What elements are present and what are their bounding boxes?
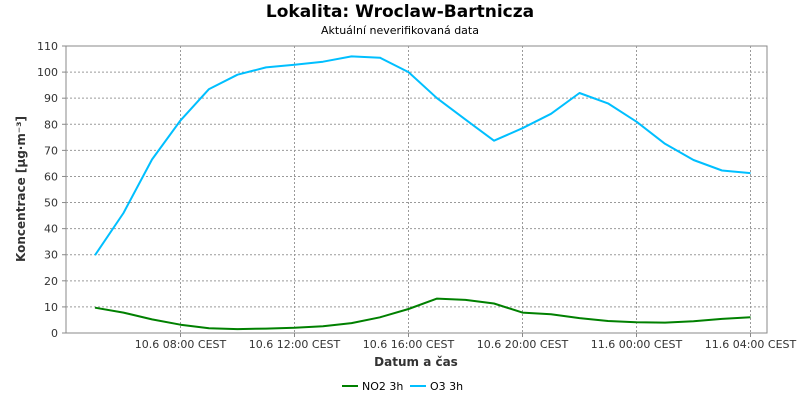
series-line-no2-3h	[94, 297, 751, 331]
legend-label-o3-3h: O3 3h	[430, 380, 463, 393]
legend-label-no2-3h: NO2 3h	[362, 380, 403, 393]
chart-subtitle: Aktuální neverifikovaná data	[321, 24, 479, 37]
series-line-o3-3h	[94, 55, 751, 256]
x-tick-label: 10.6 08:00 CEST	[135, 338, 227, 351]
chart-title: Lokalita: Wroclaw-Bartnicza	[265, 2, 535, 22]
y-tick-label: 100	[37, 66, 58, 79]
y-tick-label: 90	[44, 92, 58, 105]
x-tick-label: 11.6 00:00 CEST	[591, 338, 683, 351]
y-tick-label: 60	[44, 170, 58, 183]
y-tick-label: 70	[44, 144, 58, 157]
legend: NO2 3h O3 3h	[342, 380, 463, 393]
y-tick-label: 20	[44, 275, 58, 288]
y-tick-label: 40	[44, 223, 58, 236]
x-tick-label: 10.6 20:00 CEST	[477, 338, 569, 351]
y-axis-ticks: 0 10 20 30 40 50 60 70 80 90 100 110	[37, 40, 66, 340]
y-tick-label: 50	[44, 197, 58, 210]
y-tick-label: 110	[37, 40, 58, 53]
y-axis-title: Koncentrace [µg·m⁻³]	[14, 116, 28, 262]
y-tick-label: 30	[44, 249, 58, 262]
x-tick-label: 11.6 04:00 CEST	[705, 338, 797, 351]
y-tick-label: 80	[44, 118, 58, 131]
y-tick-label: 0	[51, 327, 58, 340]
x-tick-label: 10.6 16:00 CEST	[363, 338, 455, 351]
y-tick-label: 10	[44, 301, 58, 314]
x-tick-label: 10.6 12:00 CEST	[249, 338, 341, 351]
series-lines	[94, 55, 751, 331]
plot-area	[65, 45, 768, 334]
x-axis-ticks: 10.6 08:00 CEST 10.6 12:00 CEST 10.6 16:00…	[135, 333, 797, 351]
gridlines	[66, 46, 767, 333]
x-axis-title: Datum a čas	[374, 355, 458, 369]
